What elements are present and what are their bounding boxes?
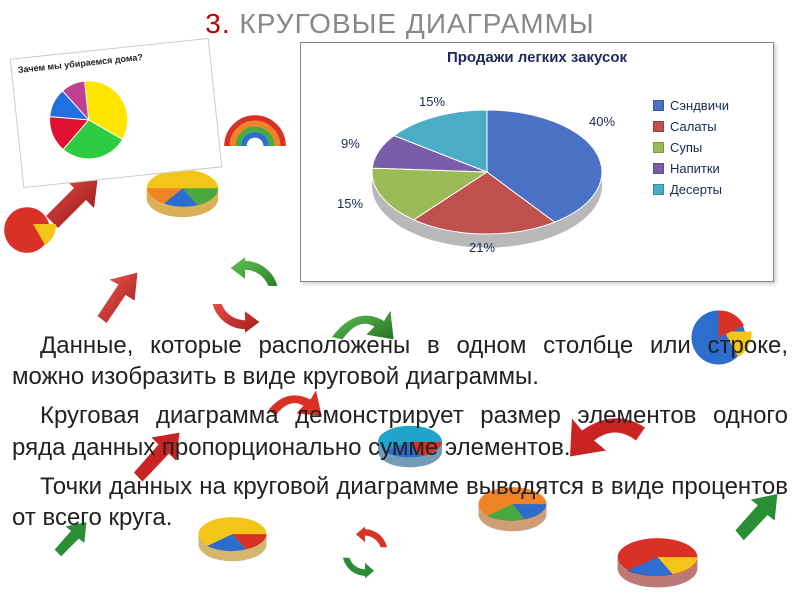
- legend-item: Салаты: [653, 119, 773, 134]
- legend-item: Супы: [653, 140, 773, 155]
- main-pie-chart: [301, 68, 653, 268]
- legend-label: Супы: [670, 140, 702, 155]
- slide-title: 3. КРУГОВЫЕ ДИАГРАММЫ: [0, 8, 800, 40]
- legend-swatch: [653, 121, 664, 132]
- small-pie-chart-card: Зачем мы убираемся дома?: [10, 38, 222, 188]
- legend-item: Напитки: [653, 161, 773, 176]
- main-chart-legend: Сэндвичи Салаты Супы Напитки Десерты: [653, 68, 773, 268]
- legend-swatch: [653, 100, 664, 111]
- pie-pct-label: 21%: [469, 240, 495, 255]
- legend-label: Напитки: [670, 161, 720, 176]
- small-pie-chart: [19, 58, 214, 177]
- rainbow-arc-icon: [220, 95, 290, 155]
- legend-swatch: [653, 163, 664, 174]
- main-pie-chart-card: Продажи легких закусок 40% 21% 15% 9% 15% Сэ…: [300, 42, 774, 282]
- paragraph-1: Данные, которые расположены в одном стол…: [12, 330, 788, 392]
- legend-label: Сэндвичи: [670, 98, 729, 113]
- legend-swatch: [653, 142, 664, 153]
- arrow-icon: [80, 260, 150, 330]
- pie-slice-icon: [0, 200, 60, 260]
- legend-item: Сэндвичи: [653, 98, 773, 113]
- legend-label: Десерты: [670, 182, 722, 197]
- legend-label: Салаты: [670, 119, 717, 134]
- legend-swatch: [653, 184, 664, 195]
- pie-pct-label: 15%: [419, 94, 445, 109]
- legend-item: Десерты: [653, 182, 773, 197]
- main-chart-title: Продажи легких закусок: [301, 43, 773, 68]
- body-text: Данные, которые расположены в одном стол…: [12, 330, 788, 541]
- pie-pct-label: 9%: [341, 136, 360, 151]
- pie-pct-label: 40%: [589, 114, 615, 129]
- title-text: КРУГОВЫЕ ДИАГРАММЫ: [231, 8, 595, 39]
- pie-pct-label: 15%: [337, 196, 363, 211]
- main-pie-area: 40% 21% 15% 9% 15%: [301, 68, 653, 268]
- cycle-arrows-icon: [200, 250, 290, 340]
- title-number: 3.: [205, 8, 230, 39]
- paragraph-3: Точки данных на круговой диаграмме вывод…: [12, 471, 788, 533]
- paragraph-2: Круговая диаграмма демонстрирует размер …: [12, 400, 788, 462]
